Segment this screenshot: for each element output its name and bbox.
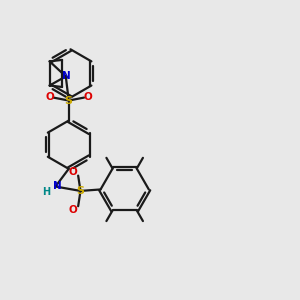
Text: S: S [65, 95, 73, 106]
Text: N: N [52, 181, 61, 190]
Text: O: O [68, 167, 77, 177]
Text: O: O [68, 205, 77, 215]
Text: O: O [83, 92, 92, 102]
Text: N: N [62, 70, 70, 80]
Text: S: S [76, 186, 85, 196]
Text: H: H [42, 187, 50, 197]
Text: O: O [46, 92, 54, 102]
